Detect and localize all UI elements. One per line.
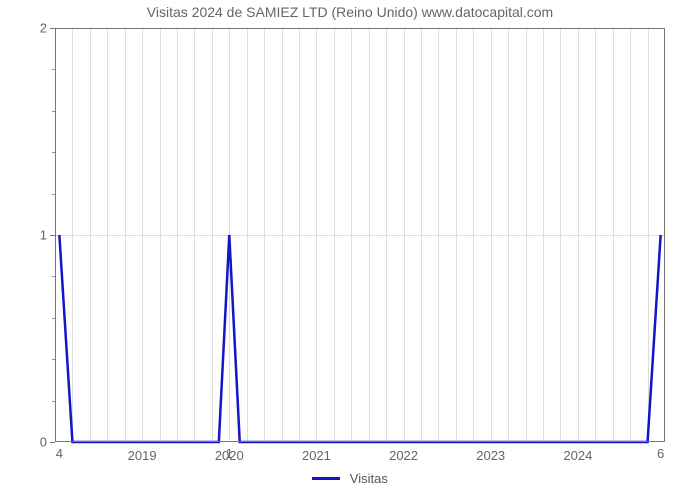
xtick-label: 2023: [476, 442, 505, 463]
ytick-minor: [52, 318, 55, 319]
ytick-mark: [50, 28, 55, 29]
ytick-mark: [50, 235, 55, 236]
xtick-label: 2024: [563, 442, 592, 463]
xpoint-label: 6: [657, 442, 664, 461]
plot-area: 012 201920202021202220232024416: [55, 28, 665, 442]
chart-container: Visitas 2024 de SAMIEZ LTD (Reino Unido)…: [0, 0, 700, 500]
ytick-mark: [50, 442, 55, 443]
line-series: [55, 28, 665, 442]
legend-label: Visitas: [350, 471, 388, 486]
ytick-minor: [52, 359, 55, 360]
xtick-label: 2019: [128, 442, 157, 463]
legend-swatch: [312, 477, 340, 480]
ytick-minor: [52, 111, 55, 112]
chart-title: Visitas 2024 de SAMIEZ LTD (Reino Unido)…: [0, 4, 700, 20]
xpoint-label: 4: [56, 442, 63, 461]
xpoint-label: 1: [226, 442, 233, 461]
legend: Visitas: [0, 470, 700, 486]
ytick-minor: [52, 401, 55, 402]
xtick-label: 2022: [389, 442, 418, 463]
ytick-minor: [52, 69, 55, 70]
ytick-minor: [52, 152, 55, 153]
ytick-minor: [52, 194, 55, 195]
ytick-minor: [52, 276, 55, 277]
xtick-label: 2021: [302, 442, 331, 463]
series-line: [59, 235, 660, 442]
